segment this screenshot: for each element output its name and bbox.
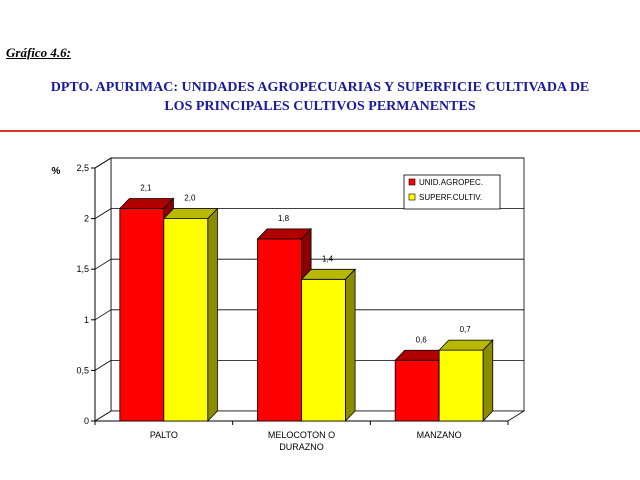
legend-box: [403, 174, 501, 210]
y-tick-label: 0,5: [76, 365, 89, 375]
title-divider: [0, 130, 640, 132]
legend-swatch: [408, 178, 416, 186]
x-tick-label: MANZANO: [417, 430, 462, 440]
x-tick-label: MELOCOTON O: [268, 430, 335, 440]
bar-superf-side: [482, 339, 494, 422]
gridline-side: [94, 157, 112, 169]
y-tick-label: 2,5: [76, 163, 89, 173]
chart-title: DPTO. APURIMAC: UNIDADES AGROPECUARIAS Y…: [0, 78, 640, 116]
data-label: 0,6: [416, 335, 428, 344]
legend-label: UNID.AGROPEC.: [419, 178, 483, 187]
bar-superf-side: [345, 268, 356, 422]
bar-chart: 0 0,5 1 1,5 2 2,5% PALTO MELOCOTON O DURAZNO MANZ…: [52, 157, 526, 452]
y-tick-label: 1,5: [76, 264, 89, 274]
y-tick-label: 1: [84, 315, 89, 325]
bar-superf-front: [301, 278, 346, 422]
data-label: 1,4: [322, 254, 334, 263]
data-label: 0,7: [460, 325, 472, 334]
y-tick-label: 2: [84, 214, 89, 224]
side-wall: [94, 157, 112, 422]
bar-superf-front: [163, 218, 209, 422]
figure-number: Gráfico 4.6:: [6, 45, 71, 60]
data-label: 2,0: [184, 194, 196, 203]
y-tick-label: 0: [84, 416, 89, 426]
data-label: 1,8: [278, 214, 290, 223]
data-labels: 2,1 2,0 1,8 1,4 0,6 0,7: [140, 183, 471, 344]
bar-unid-front: [119, 208, 165, 422]
gridline-side: [94, 208, 112, 219]
chart-title-line-1: DPTO. APURIMAC: UNIDADES AGROPECUARIAS Y…: [50, 80, 590, 95]
bar-superf-front: [438, 349, 484, 422]
x-tick-label: PALTO: [150, 430, 178, 440]
y-axis-label: %: [52, 166, 61, 177]
bar-unid-front: [394, 359, 440, 422]
legend: UNID.AGROPEC. SUPERF.CULTIV.: [403, 174, 501, 210]
legend-swatch: [408, 193, 416, 201]
bar-unid-front: [257, 238, 302, 422]
legend-label: SUPERF.CULTIV.: [419, 193, 482, 202]
bar-superf-side: [207, 207, 218, 422]
bar-series: [118, 197, 494, 422]
data-label: 2,1: [140, 183, 152, 192]
chart-title-line-2: LOS PRINCIPALES CULTIVOS PERMANENTES: [164, 99, 476, 114]
x-tick-label: DURAZNO: [279, 442, 324, 452]
gridline-side: [94, 258, 112, 270]
gridline-side: [94, 360, 112, 371]
gridline-side: [94, 309, 112, 321]
